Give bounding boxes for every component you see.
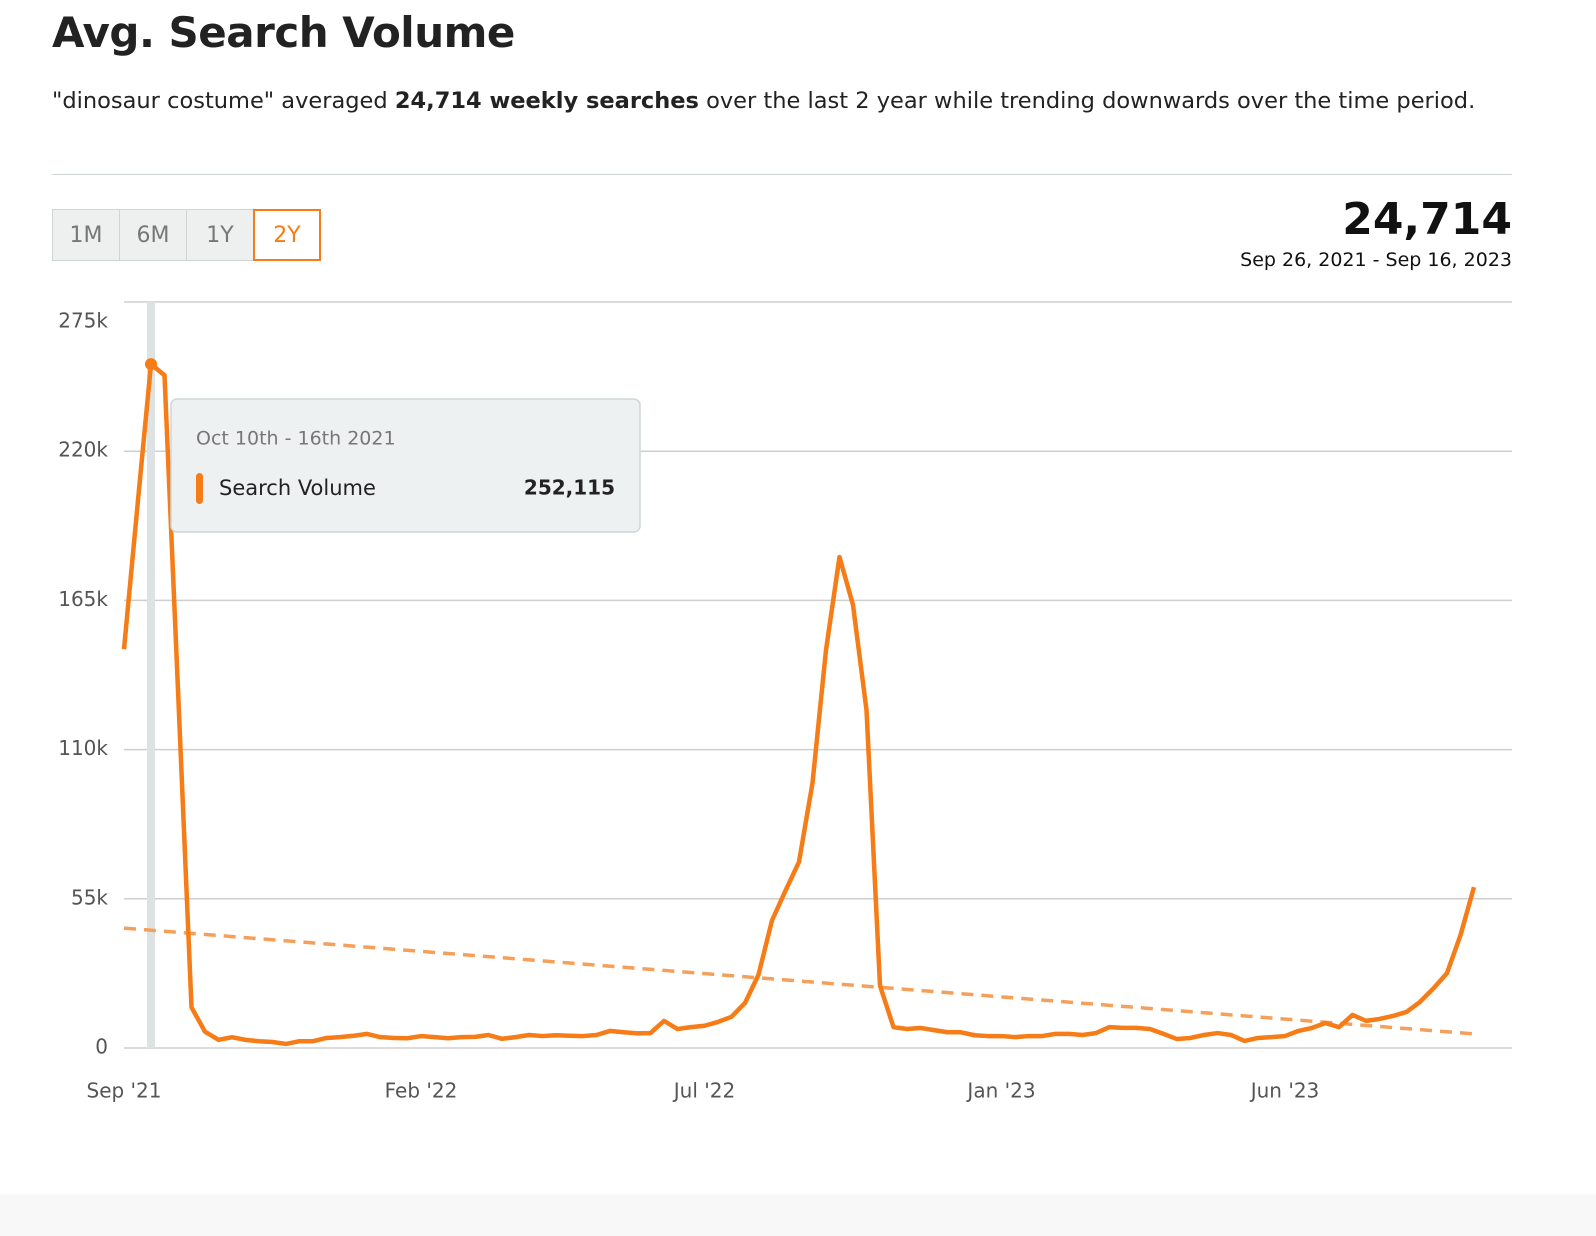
hover-band bbox=[147, 302, 155, 1048]
title: Avg. Search Volume bbox=[52, 8, 515, 57]
tooltip-value: 252,115 bbox=[524, 476, 615, 500]
x-tick-label: Feb '22 bbox=[385, 1079, 458, 1103]
range-button[interactable]: 2Y bbox=[253, 209, 321, 261]
x-tick-label: Sep '21 bbox=[87, 1079, 162, 1103]
divider bbox=[52, 174, 1512, 175]
y-tick-label: 55k bbox=[71, 885, 108, 909]
summary-text: over the last 2 year while trending down… bbox=[698, 88, 1476, 114]
line-series bbox=[121, 361, 1477, 1047]
y-tick-label: 110k bbox=[58, 736, 108, 760]
x-tick-label: Jun '23 bbox=[1249, 1079, 1320, 1103]
range-button[interactable]: 1M bbox=[52, 209, 120, 261]
range-button[interactable]: 6M bbox=[119, 209, 187, 261]
summary-bold: 24,714 weekly searches bbox=[394, 88, 699, 114]
footer-band bbox=[0, 1194, 1596, 1236]
stat-value: 24,714 bbox=[1342, 194, 1512, 245]
tooltip-swatch bbox=[196, 473, 203, 504]
tooltip-title: Oct 10th - 16th 2021 bbox=[196, 428, 396, 450]
range-button[interactable]: 1Y bbox=[186, 209, 254, 261]
x-tick-label: Jul '22 bbox=[672, 1079, 735, 1103]
x-tick-label: Jan '23 bbox=[965, 1079, 1035, 1103]
y-tick-label: 165k bbox=[58, 587, 108, 611]
tooltip-box bbox=[170, 398, 641, 533]
trend-line bbox=[123, 926, 1475, 1036]
summary-text: "dinosaur costume" averaged bbox=[52, 88, 395, 114]
summary: "dinosaur costume" averaged 24,714 weekl… bbox=[52, 84, 1502, 119]
y-tick-label: 275k bbox=[58, 309, 108, 333]
y-tick-label: 0 bbox=[95, 1035, 108, 1059]
stat: 24,714 Sep 26, 2021 - Sep 16, 2023 bbox=[1240, 194, 1512, 271]
stat-period: Sep 26, 2021 - Sep 16, 2023 bbox=[1240, 249, 1512, 271]
range-buttons: 1M 6M 1Y 2Y bbox=[52, 209, 321, 261]
hover-point bbox=[145, 358, 157, 371]
tooltip-label: Search Volume bbox=[219, 476, 376, 500]
y-tick-label: 220k bbox=[58, 438, 108, 462]
